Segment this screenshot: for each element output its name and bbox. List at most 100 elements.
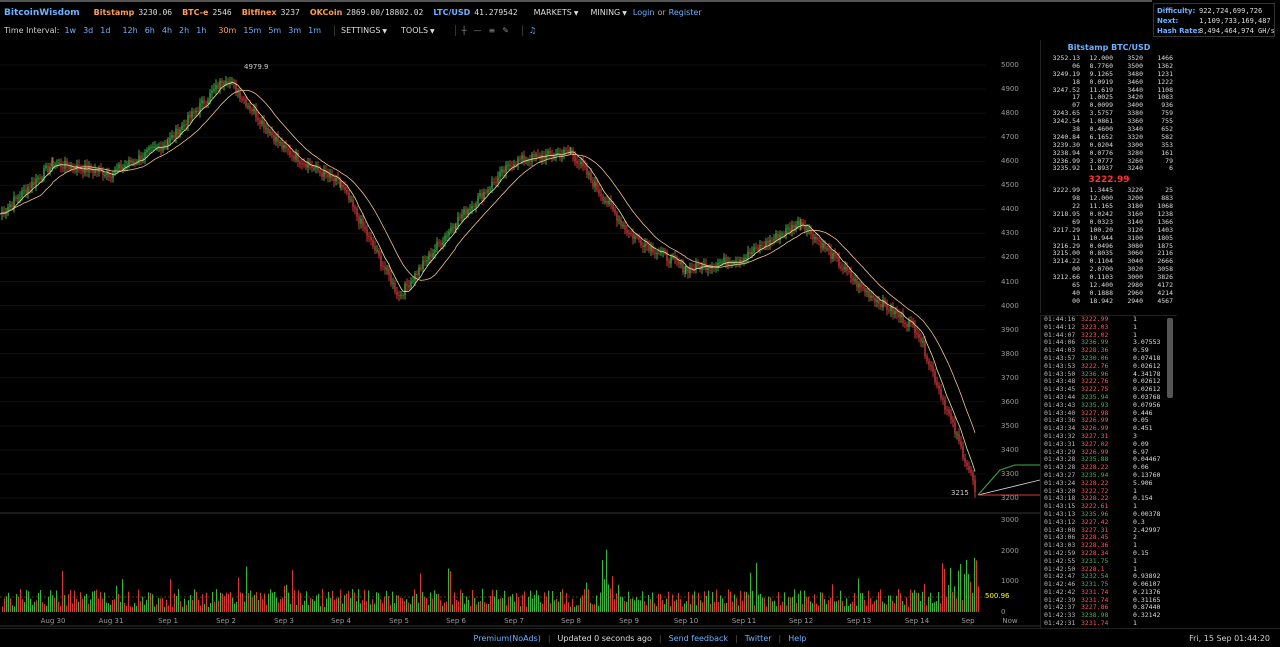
candle-body — [72, 166, 74, 169]
orderbook-row[interactable]: 3236.99 3.0777 3260 79 — [1041, 157, 1177, 166]
market-1[interactable]: BTC-e 2546 — [182, 8, 232, 17]
volume-bar — [616, 593, 618, 612]
premium-link[interactable]: Premium(NoAds) — [473, 633, 541, 643]
interval-30m[interactable]: 30m — [218, 26, 237, 35]
interval-6h[interactable]: 6h — [144, 26, 155, 35]
volume-bar — [318, 593, 320, 612]
orderbook-row[interactable]: 3214.22 0.1104 3040 2666 — [1041, 257, 1177, 266]
orderbook-row[interactable]: 3247.52 11.619 3440 1108 — [1041, 86, 1177, 95]
twitter-link[interactable]: Twitter — [744, 633, 772, 643]
volume-bar — [42, 602, 44, 612]
orderbook-row[interactable]: 00 2.0700 3020 3058 — [1041, 265, 1177, 274]
orderbook-row[interactable]: 07 0.0099 3400 936 — [1041, 101, 1177, 110]
volume-bar — [12, 605, 14, 612]
crosshair-icon[interactable]: ┼ — [461, 26, 467, 35]
trade-amount: 6.97 — [1133, 447, 1149, 456]
bell-icon[interactable]: ♫ — [528, 26, 537, 35]
interval-3m[interactable]: 3m — [288, 26, 302, 35]
interval-12h[interactable]: 12h — [122, 26, 138, 35]
trades-scrollbar[interactable] — [1167, 318, 1173, 398]
volume-bar — [928, 596, 930, 612]
volume-bar — [164, 606, 166, 612]
interval-4h[interactable]: 4h — [161, 26, 173, 35]
market-4[interactable]: LTC/USD 41.279542 — [433, 8, 517, 17]
orderbook-row[interactable]: 3235.92 1.8937 3240 6 — [1041, 165, 1177, 173]
orderbook-row[interactable]: 00 18.942 2940 4567 — [1041, 297, 1177, 306]
interval-1h[interactable]: 1h — [196, 26, 207, 35]
settings-menu[interactable]: SETTINGS ▼ — [341, 26, 388, 35]
interval-3d[interactable]: 3d — [83, 26, 94, 35]
tools-menu[interactable]: TOOLS ▼ — [401, 26, 435, 35]
candle-body — [223, 83, 225, 85]
footer: Premium(NoAds) | Updated 0 seconds ago |… — [0, 628, 1280, 647]
orderbook-row[interactable]: 17 1.0025 3420 1083 — [1041, 94, 1177, 102]
help-link[interactable]: Help — [788, 633, 807, 643]
trade-price: 3231.74 — [1081, 619, 1109, 628]
orderbook-row[interactable]: 3217.29 100.20 3120 1403 — [1041, 226, 1177, 235]
trade-amount: 2.42997 — [1133, 525, 1161, 534]
candle-body — [301, 163, 303, 165]
orderbook-row[interactable]: 38 0.4600 3340 652 — [1041, 125, 1177, 134]
trade-row: 01:44:07 3223.02 1 — [1041, 331, 1177, 340]
login-link[interactable]: Login — [632, 8, 655, 17]
orderbook-row[interactable]: 22 11.165 3180 1068 — [1041, 202, 1177, 211]
orderbook-row[interactable]: 3238.94 0.0776 3280 161 — [1041, 149, 1177, 158]
volume-bar — [176, 596, 178, 612]
horizontal-line-icon[interactable]: — — [473, 26, 482, 35]
candle-body — [426, 260, 428, 262]
orderbook-row[interactable]: 06 8.7760 3500 1362 — [1041, 62, 1177, 71]
orderbook-row[interactable]: 3212.66 0.1103 3000 3826 — [1041, 273, 1177, 282]
volume-bar — [506, 605, 508, 612]
orderbook-row[interactable]: 18 0.0919 3460 1222 — [1041, 78, 1177, 87]
candle-body — [219, 80, 221, 89]
volume-bar — [688, 591, 690, 612]
interval-5m[interactable]: 5m — [268, 26, 282, 35]
orderbook-row[interactable]: 3252.13 12.000 3520 1466 — [1041, 54, 1177, 63]
market-0[interactable]: Bitstamp 3230.06 — [94, 8, 172, 17]
pencil-icon[interactable]: ✎ — [502, 26, 509, 35]
volume-bar — [260, 592, 262, 612]
parallel-lines-icon[interactable]: ≡ — [488, 26, 496, 35]
interval-15m[interactable]: 15m — [243, 26, 262, 35]
orderbook-row[interactable]: 69 0.0323 3140 1366 — [1041, 218, 1177, 227]
orderbook-row[interactable]: 65 12.400 2980 4172 — [1041, 281, 1177, 290]
orderbook-row[interactable]: 98 12.000 3200 883 — [1041, 194, 1177, 203]
trade-amount: 0.31165 — [1133, 595, 1161, 604]
orderbook-row[interactable]: 3216.29 0.0496 3080 1875 — [1041, 242, 1177, 251]
volume-bar — [398, 595, 400, 612]
orderbook-row[interactable]: 3240.84 6.1652 3320 582 — [1041, 133, 1177, 142]
volume-bar — [756, 562, 758, 612]
candle-body — [297, 153, 299, 163]
orderbook-row[interactable]: 3249.19 9.1265 3480 1231 — [1041, 70, 1177, 79]
candle-body — [166, 144, 168, 146]
interval-1w[interactable]: 1w — [64, 26, 77, 35]
market-2[interactable]: Bitfinex 3237 — [242, 8, 300, 17]
orderbook-row[interactable]: 11 10.944 3100 1805 — [1041, 234, 1177, 243]
interval-2h[interactable]: 2h — [179, 26, 190, 35]
register-link[interactable]: Register — [668, 8, 702, 17]
interval-1m[interactable]: 1m — [308, 26, 322, 35]
chart-canvas[interactable] — [0, 40, 1040, 628]
markets-menu[interactable]: MARKETS ▼ — [533, 8, 579, 17]
interval-1d[interactable]: 1d — [100, 26, 111, 35]
trade-row: 01:43:36 3226.99 0.05 — [1041, 417, 1177, 425]
market-3[interactable]: OKCoin 2869.00/18802.02 — [310, 8, 424, 17]
trade-price: 3235.96 — [1081, 509, 1109, 518]
mining-menu[interactable]: MINING ▼ — [590, 8, 627, 17]
candle-body — [197, 110, 199, 112]
orderbook-row[interactable]: 3242.54 1.0861 3360 755 — [1041, 117, 1177, 126]
orderbook-row[interactable]: 3243.65 3.5757 3380 759 — [1041, 109, 1177, 118]
orderbook-row[interactable]: 3222.99 1.3445 3220 25 — [1041, 186, 1177, 195]
trade-history[interactable]: 01:44:16 3222.99 1 01:44:12 3223.03 1 01:44:07… — [1040, 315, 1177, 628]
trade-price: 3227.31 — [1081, 431, 1109, 440]
orderbook-row[interactable]: 3215.00 0.8035 3060 2116 — [1041, 250, 1177, 258]
volume-bar — [950, 567, 952, 612]
brand-logo[interactable]: BitcoinWisdom — [4, 7, 80, 18]
candle-body — [797, 220, 799, 225]
orderbook-row[interactable]: 3239.30 0.0204 3300 353 — [1041, 141, 1177, 150]
orderbook-row[interactable]: 40 0.1888 2960 4214 — [1041, 289, 1177, 298]
price-chart[interactable]: 5000 4900 4800 4700 4600 4500 4400 4300 4200 4100… — [0, 40, 1040, 628]
orderbook-row[interactable]: 3218.95 0.0242 3160 1238 — [1041, 210, 1177, 219]
feedback-link[interactable]: Send feedback — [668, 633, 729, 643]
candle-body — [743, 258, 745, 262]
